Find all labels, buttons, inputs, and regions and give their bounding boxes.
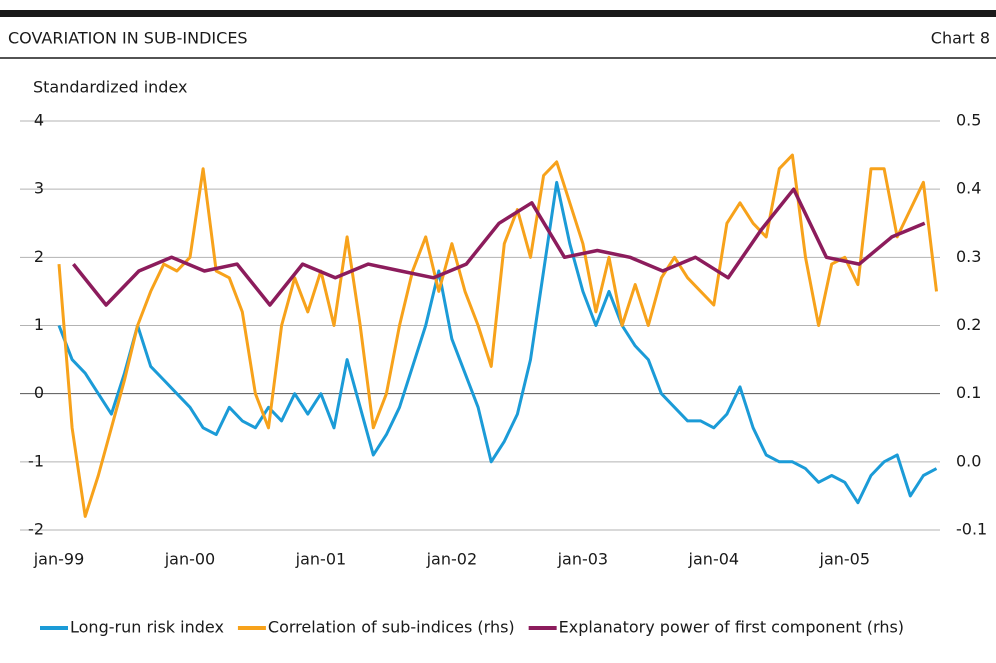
y-axis-label: Standardized index xyxy=(33,78,188,97)
chart-title: COVARIATION IN SUB-INDICES xyxy=(8,29,248,48)
y2-tick-label: 0.3 xyxy=(956,247,981,266)
x-tick-label: jan-01 xyxy=(295,550,347,569)
legend-label: Explanatory power of first component (rh… xyxy=(559,618,904,637)
top-rule xyxy=(0,10,996,17)
x-tick-label: jan-02 xyxy=(426,550,478,569)
y-tick-label: 0 xyxy=(34,383,44,402)
x-tick-label: jan-99 xyxy=(33,550,85,569)
x-tick-label: jan-00 xyxy=(164,550,216,569)
x-tick-label: jan-05 xyxy=(819,550,871,569)
y-tick-label: 3 xyxy=(34,179,44,198)
line-series xyxy=(57,180,938,505)
y2-tick-label: 0.0 xyxy=(956,451,981,470)
x-tick-label: jan-03 xyxy=(557,550,609,569)
y2-tick-label: 0.4 xyxy=(956,179,981,198)
y2-tick-label: -0.1 xyxy=(956,520,987,539)
y-tick-label: 4 xyxy=(34,111,44,130)
y2-tick-label: 0.5 xyxy=(956,111,981,130)
x-tick-label: jan-04 xyxy=(688,550,740,569)
y-tick-label: -2 xyxy=(28,520,44,539)
line-series xyxy=(57,153,938,518)
chart-label: Chart 8 xyxy=(931,29,990,48)
line-series xyxy=(72,187,926,307)
legend-label: Long-run risk index xyxy=(70,618,224,637)
y2-tick-label: 0.1 xyxy=(956,383,981,402)
y-tick-label: -1 xyxy=(28,451,44,470)
y2-tick-label: 0.2 xyxy=(956,315,981,334)
y-tick-label: 1 xyxy=(34,315,44,334)
y-tick-label: 2 xyxy=(34,247,44,266)
legend-label: Correlation of sub-indices (rhs) xyxy=(268,618,515,637)
